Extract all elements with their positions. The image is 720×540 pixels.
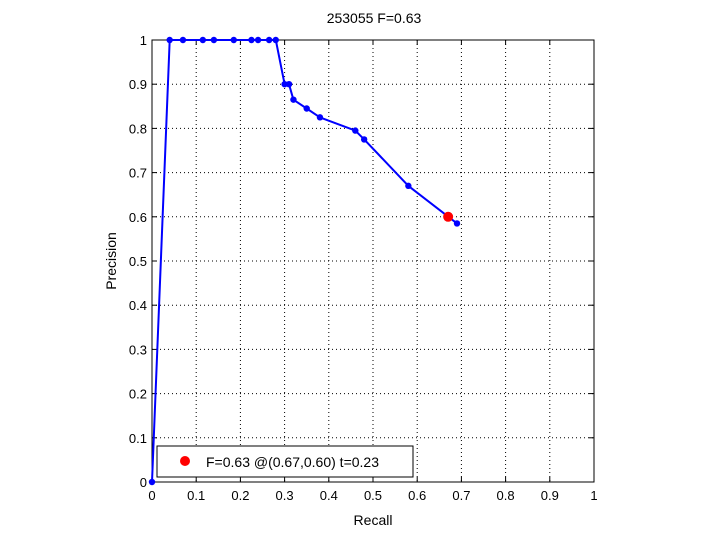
data-point: [316, 114, 324, 121]
y-tick-label: 0.8: [129, 121, 147, 136]
y-tick-label: 0.7: [129, 166, 147, 181]
data-point: [210, 36, 218, 44]
data-point: [405, 182, 412, 190]
chart-title: 253055 F=0.63: [327, 10, 422, 26]
data-point: [272, 36, 279, 44]
y-tick-label: 1: [140, 33, 147, 48]
best-point-group: [443, 211, 454, 222]
x-tick-label: 0.1: [187, 488, 205, 503]
data-point: [148, 478, 156, 486]
y-tick-label: 0.9: [129, 77, 147, 92]
x-tick-label: 0.6: [408, 488, 426, 503]
best-f-point: [443, 211, 454, 222]
y-tick-label: 0: [140, 475, 147, 490]
y-tick-label: 0.6: [129, 210, 147, 225]
x-tick-label: 0.4: [320, 488, 338, 503]
x-axis-ticks: 0 0.1 0.2 0.3 0.4 0.5 0.6 0.7 0.8 0.9 1: [148, 40, 598, 503]
x-tick-label: 0.8: [497, 488, 515, 503]
y-tick-label: 0.5: [129, 254, 147, 269]
data-point: [230, 36, 237, 44]
legend-label: F=0.63 @(0.67,0.60) t=0.23: [206, 454, 379, 470]
data-point: [265, 36, 273, 44]
legend: F=0.63 @(0.67,0.60) t=0.23: [156, 445, 414, 478]
legend-marker: [180, 456, 190, 466]
x-tick-label: 1: [590, 488, 597, 503]
data-point: [290, 96, 297, 103]
y-tick-label: 0.2: [129, 387, 147, 402]
x-tick-label: 0.5: [364, 488, 382, 503]
data-point: [360, 136, 368, 143]
data-point: [281, 81, 288, 88]
x-tick-label: 0.7: [452, 488, 470, 503]
legend-box: [156, 445, 414, 478]
series-group: [148, 36, 461, 486]
grid: [152, 40, 594, 482]
y-axis-label: Precision: [103, 232, 119, 290]
data-point: [199, 36, 207, 44]
data-point: [453, 220, 461, 227]
y-tick-label: 0.1: [129, 431, 147, 446]
x-axis-label: Recall: [354, 512, 393, 528]
data-point: [179, 36, 187, 44]
y-tick-label: 0.4: [129, 298, 147, 313]
y-axis-ticks: 0 0.1 0.2 0.3 0.4 0.5 0.6 0.7 0.8 0.9 1: [129, 33, 594, 490]
data-point: [166, 36, 173, 44]
x-tick-label: 0.2: [231, 488, 249, 503]
data-point: [352, 127, 359, 134]
data-point: [254, 36, 262, 44]
data-point: [248, 36, 255, 44]
y-tick-label: 0.3: [129, 342, 147, 357]
x-tick-label: 0.9: [541, 488, 559, 503]
data-point: [303, 105, 310, 112]
x-tick-label: 0.3: [276, 488, 294, 503]
x-tick-label: 0: [148, 488, 155, 503]
data-point: [285, 81, 293, 88]
